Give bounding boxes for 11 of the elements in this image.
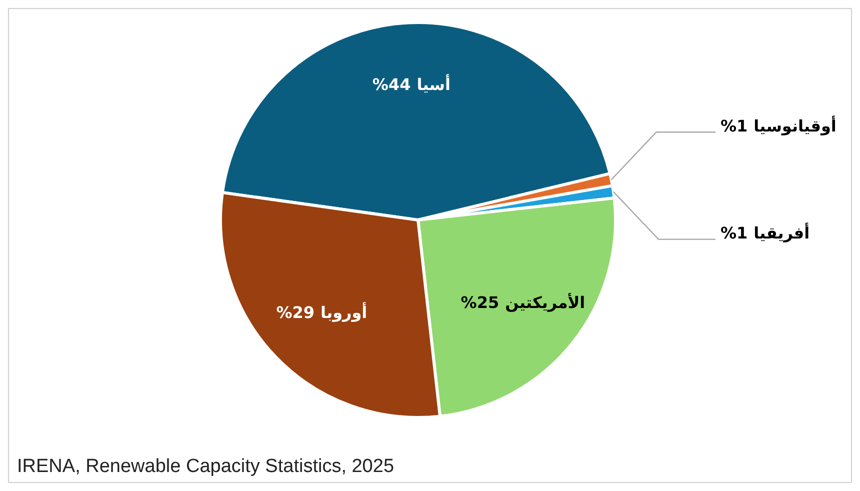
text: IRENA, Renewable Capacity Statistics, 2025 [17, 456, 394, 478]
slice-label: أوروبا [320, 302, 368, 322]
data-label: %29 [276, 302, 315, 322]
slice-label: أفريقيا [754, 222, 810, 242]
slice-label: أوقيانوسيا [754, 115, 836, 136]
slice-label: أسيا [416, 74, 450, 94]
data-label: %44 [372, 75, 411, 94]
data-label: %25 [460, 292, 500, 312]
slice-label: الأمريكتين [505, 292, 586, 312]
data-label: %1 [720, 116, 748, 136]
data-label: %1 [720, 223, 748, 242]
